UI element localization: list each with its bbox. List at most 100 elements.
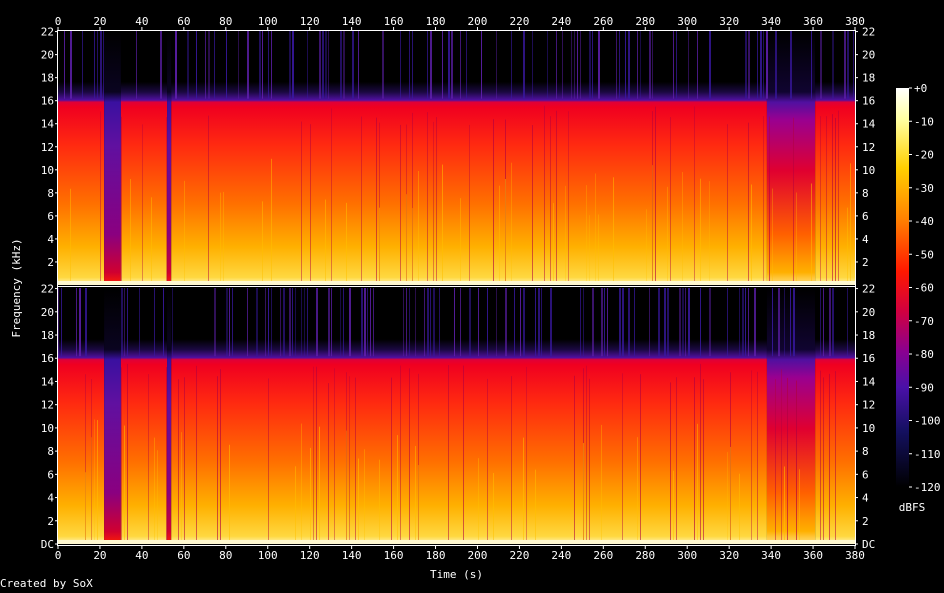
spectral-streak: [412, 112, 413, 286]
transient-spike: [748, 31, 750, 99]
transient-spike: [466, 31, 467, 99]
transient-spike: [400, 31, 401, 99]
y-tick-label-left: 18: [41, 329, 54, 342]
x-tick-label-top: 180: [426, 15, 446, 28]
harmonic-streak: [493, 472, 494, 544]
transient-spike: [673, 31, 674, 99]
transient-spike: [658, 288, 660, 357]
transient-spike: [154, 288, 155, 357]
spectral-streak: [835, 117, 836, 286]
transient-spike: [709, 288, 711, 357]
channel-2-spectrogram: [58, 288, 855, 544]
harmonic-streak: [154, 437, 155, 544]
transient-spike: [415, 288, 416, 357]
spectral-streak: [703, 379, 704, 544]
spectral-streak: [100, 111, 101, 285]
transient-spike: [745, 31, 747, 99]
spectral-streak: [85, 374, 86, 544]
y-tick-label-right: 20: [862, 49, 875, 62]
y-tick-label-left: 20: [41, 306, 54, 319]
transient-spike: [742, 288, 744, 357]
harmonic-streak: [397, 435, 398, 544]
dc-band: [58, 281, 855, 285]
transient-spike: [82, 31, 83, 99]
harmonic-streak: [415, 446, 416, 544]
channel-1-segment-1: [58, 31, 105, 285]
harmonic-streak: [220, 192, 221, 285]
y-tick-label-right: 12: [862, 399, 875, 412]
transient-spike: [382, 31, 384, 99]
spectral-streak: [400, 124, 401, 286]
spectral-streak: [148, 374, 149, 544]
harmonic-streak: [601, 424, 602, 544]
spectral-streak: [376, 117, 377, 285]
transient-spike: [700, 288, 701, 357]
colorbar-tick-label: -120: [914, 481, 941, 494]
transient-spike: [451, 31, 453, 99]
transient-spike: [439, 288, 440, 357]
spectral-streak: [469, 124, 470, 286]
spectral-streak: [400, 365, 401, 544]
harmonic-streak: [184, 180, 185, 285]
transient-spike: [652, 31, 653, 99]
plot-frame: [57, 30, 856, 546]
transient-spike: [823, 288, 824, 357]
y-tick-label-left: 14: [41, 118, 55, 131]
spectral-streak: [757, 371, 758, 544]
y-tick-label-left: 8: [47, 187, 54, 200]
spectral-streak: [487, 378, 488, 544]
spectral-streak: [208, 115, 209, 285]
spectral-streak: [331, 108, 332, 285]
spectral-streak: [511, 376, 512, 544]
spectral-streak: [355, 377, 356, 544]
transient-spike: [367, 288, 368, 357]
transient-spike: [268, 288, 269, 357]
transient-spike: [292, 31, 294, 99]
harmonic-streak: [130, 179, 131, 285]
transient-spike: [460, 31, 461, 99]
channel-2-segment-2: [104, 288, 121, 544]
transient-spike: [289, 31, 291, 99]
spectral-streak: [823, 377, 824, 544]
x-tick-label-top: 160: [384, 15, 404, 28]
transient-spike: [748, 288, 749, 357]
transient-spike: [745, 288, 746, 357]
channel-1-spectrogram: [58, 31, 855, 286]
spectral-streak: [568, 111, 569, 285]
colorbar-tick-label: -110: [914, 448, 941, 461]
spectral-streak: [835, 371, 836, 544]
transient-spike: [538, 288, 540, 357]
spectral-streak: [730, 372, 731, 544]
harmonic-streak: [364, 449, 365, 544]
y-tick-label-right: 10: [862, 164, 875, 177]
spectral-streak: [532, 125, 533, 286]
x-tick-label-top: 140: [342, 15, 362, 28]
spectral-streak: [550, 116, 551, 285]
transient-spike: [442, 31, 443, 99]
transient-spike: [256, 288, 258, 357]
transient-spike: [340, 288, 341, 357]
spectral-streak: [349, 376, 350, 544]
spectral-streak: [769, 116, 770, 285]
transient-spike: [226, 31, 227, 99]
transient-spike: [847, 31, 849, 99]
x-tick-label-top: 280: [635, 15, 655, 28]
harmonic-streak: [301, 423, 302, 544]
harmonic-streak: [850, 163, 851, 285]
harmonic-streak: [97, 420, 98, 544]
spectral-streak: [763, 116, 764, 285]
x-tick-label-bottom: 60: [177, 549, 190, 562]
transient-spike: [589, 31, 591, 99]
transient-spike: [469, 288, 471, 357]
transient-spike: [580, 288, 581, 357]
transient-spike: [607, 288, 608, 357]
transient-spike: [790, 288, 791, 357]
transient-spike: [409, 288, 410, 357]
transient-spike: [541, 288, 542, 357]
transient-spike: [61, 288, 62, 357]
transient-spike: [574, 31, 575, 99]
transient-spike: [460, 288, 461, 357]
y-tick-label-left: 12: [41, 399, 54, 412]
x-tick-label-bottom: 260: [593, 549, 613, 562]
spectral-streak: [346, 372, 347, 544]
